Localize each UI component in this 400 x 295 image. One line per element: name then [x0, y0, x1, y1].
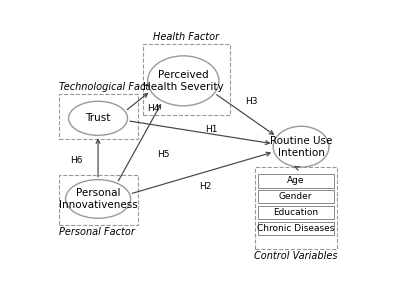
Bar	[255, 167, 337, 249]
Text: Control Variables: Control Variables	[254, 251, 338, 261]
Text: H3: H3	[245, 97, 257, 106]
Text: Routine Use
Intention: Routine Use Intention	[270, 136, 332, 158]
Text: H2: H2	[199, 182, 211, 191]
Text: Technological Factor: Technological Factor	[59, 82, 160, 92]
Bar	[258, 174, 334, 188]
Text: H5: H5	[157, 150, 169, 159]
Ellipse shape	[148, 56, 219, 106]
Text: Gender: Gender	[279, 192, 312, 201]
Text: H4: H4	[147, 104, 159, 113]
Bar	[258, 222, 334, 235]
Text: H6: H6	[70, 156, 82, 165]
Bar	[59, 94, 138, 139]
Text: H1: H1	[205, 125, 218, 134]
Text: Personal Factor: Personal Factor	[59, 227, 135, 237]
Bar	[258, 190, 334, 204]
Text: Health Factor: Health Factor	[153, 32, 220, 42]
Ellipse shape	[66, 180, 131, 218]
Text: Trust: Trust	[85, 113, 111, 123]
Bar	[258, 206, 334, 219]
Bar	[143, 45, 230, 115]
Text: Education: Education	[273, 208, 318, 217]
Text: Perceived
Health Severity: Perceived Health Severity	[143, 70, 224, 92]
Bar	[59, 175, 138, 225]
Text: Age: Age	[287, 176, 304, 185]
Ellipse shape	[69, 101, 128, 135]
Text: Chronic Diseases: Chronic Diseases	[257, 224, 334, 233]
Text: Personal
Innovativeness: Personal Innovativeness	[59, 188, 138, 210]
Ellipse shape	[273, 126, 329, 167]
